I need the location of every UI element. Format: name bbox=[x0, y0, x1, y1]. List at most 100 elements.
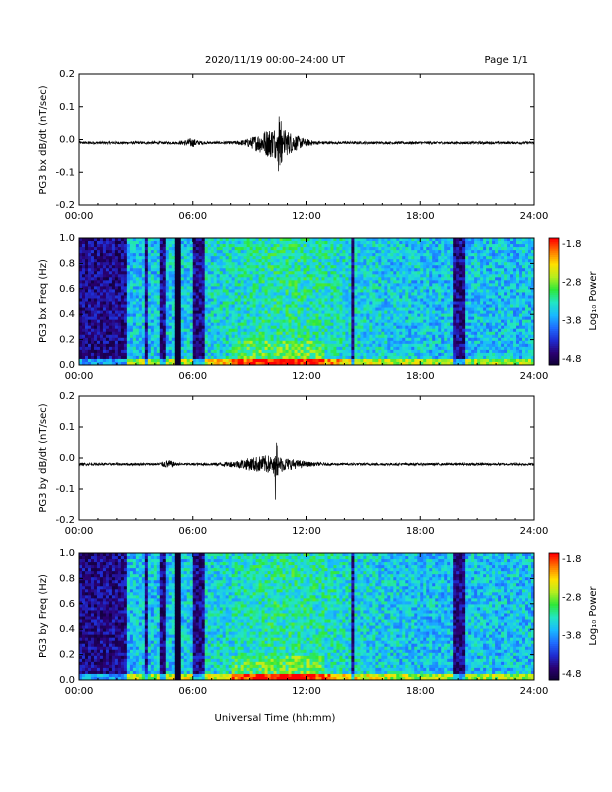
heat-cell bbox=[297, 331, 301, 336]
heat-cell bbox=[87, 352, 92, 357]
heat-cell bbox=[342, 325, 346, 330]
heat-cell bbox=[198, 313, 203, 318]
heat-cell bbox=[303, 289, 307, 293]
heat-cell bbox=[333, 352, 337, 357]
heat-cell bbox=[264, 274, 268, 278]
heat-cell bbox=[336, 340, 340, 345]
heat-cell bbox=[96, 346, 101, 351]
heat-cell bbox=[417, 253, 421, 257]
heat-cell bbox=[405, 265, 409, 269]
heat-cell bbox=[255, 313, 259, 318]
heat-cell bbox=[399, 238, 403, 242]
heat-cell bbox=[318, 286, 322, 290]
heat-cell bbox=[396, 307, 400, 311]
heat-cell bbox=[354, 334, 358, 339]
heat-cell bbox=[282, 262, 286, 266]
heat-cell bbox=[414, 337, 418, 342]
heat-cell bbox=[114, 286, 119, 290]
heat-cell bbox=[384, 256, 388, 260]
heat-cell bbox=[393, 295, 397, 299]
heat-cell bbox=[126, 346, 131, 351]
heat-cell bbox=[129, 304, 134, 308]
heat-cell bbox=[351, 292, 355, 296]
heat-cell bbox=[261, 352, 265, 357]
heat-cell bbox=[138, 361, 143, 366]
heat-cell bbox=[231, 256, 236, 260]
heat-cell bbox=[363, 334, 367, 339]
heat-cell bbox=[216, 271, 221, 275]
heat-cell bbox=[354, 361, 358, 366]
heat-cell bbox=[147, 307, 152, 311]
heat-cell bbox=[159, 340, 164, 345]
heat-cell bbox=[387, 328, 391, 333]
heat-cell bbox=[402, 295, 406, 299]
heat-cell bbox=[96, 283, 101, 287]
heat-cell bbox=[393, 253, 397, 257]
heat-cell bbox=[387, 295, 391, 299]
heat-cell bbox=[102, 355, 107, 360]
heat-cell bbox=[189, 349, 194, 354]
heat-cell bbox=[222, 253, 227, 257]
heat-cell bbox=[375, 280, 379, 284]
heat-cell bbox=[321, 328, 325, 333]
heat-cell bbox=[294, 340, 298, 345]
heat-cell bbox=[183, 304, 188, 308]
heat-cell bbox=[426, 310, 430, 314]
heat-cell bbox=[303, 310, 307, 314]
heat-cell bbox=[336, 286, 340, 290]
heat-cell bbox=[291, 247, 295, 251]
heat-cell bbox=[333, 265, 337, 269]
heat-cell bbox=[348, 253, 352, 257]
heat-cell bbox=[249, 292, 254, 296]
heat-cell bbox=[201, 244, 206, 248]
heat-cell bbox=[255, 238, 259, 242]
heat-cell bbox=[393, 268, 397, 272]
heat-cell bbox=[96, 295, 101, 299]
heat-cell bbox=[387, 274, 391, 278]
heat-cell bbox=[348, 271, 352, 275]
heat-cell bbox=[285, 337, 289, 342]
heat-cell bbox=[357, 349, 361, 354]
heat-cell bbox=[222, 361, 227, 366]
heat-cell bbox=[324, 244, 328, 248]
heat-cell bbox=[111, 262, 116, 266]
heat-cell bbox=[243, 244, 248, 248]
heat-cell bbox=[321, 352, 325, 357]
heat-cell bbox=[369, 295, 373, 299]
heat-cell bbox=[258, 280, 262, 284]
heat-cell bbox=[225, 247, 230, 251]
heat-cell bbox=[114, 301, 119, 305]
heat-cell bbox=[252, 343, 257, 348]
heat-cell bbox=[201, 310, 206, 314]
heat-cell bbox=[375, 361, 379, 366]
heat-cell bbox=[135, 325, 140, 330]
heat-cell bbox=[79, 274, 83, 278]
heat-cell bbox=[417, 322, 421, 327]
heat-cell bbox=[369, 310, 373, 314]
heat-cell bbox=[423, 334, 427, 339]
heat-cell bbox=[168, 343, 173, 348]
heat-cell bbox=[270, 358, 274, 363]
heat-cell bbox=[348, 358, 352, 363]
heat-cell bbox=[261, 343, 265, 348]
heat-cell bbox=[84, 310, 89, 314]
heat-cell bbox=[297, 334, 301, 339]
heat-cell bbox=[246, 265, 251, 269]
heat-cell bbox=[357, 301, 361, 305]
heat-cell bbox=[396, 355, 400, 360]
heat-cell bbox=[87, 328, 92, 333]
heat-cell bbox=[273, 271, 277, 275]
heat-cell bbox=[114, 250, 119, 254]
heat-cell bbox=[411, 247, 415, 251]
heat-cell bbox=[282, 265, 286, 269]
heat-cell bbox=[195, 277, 200, 281]
heat-cell bbox=[204, 268, 209, 272]
heat-cell bbox=[198, 328, 203, 333]
heat-cell bbox=[345, 361, 349, 366]
heat-cell bbox=[84, 337, 89, 342]
heat-cell bbox=[249, 331, 254, 336]
y-tick-label: -0.2 bbox=[55, 200, 75, 211]
heat-cell bbox=[378, 244, 382, 248]
heat-cell bbox=[96, 331, 101, 336]
heat-cell bbox=[276, 328, 280, 333]
